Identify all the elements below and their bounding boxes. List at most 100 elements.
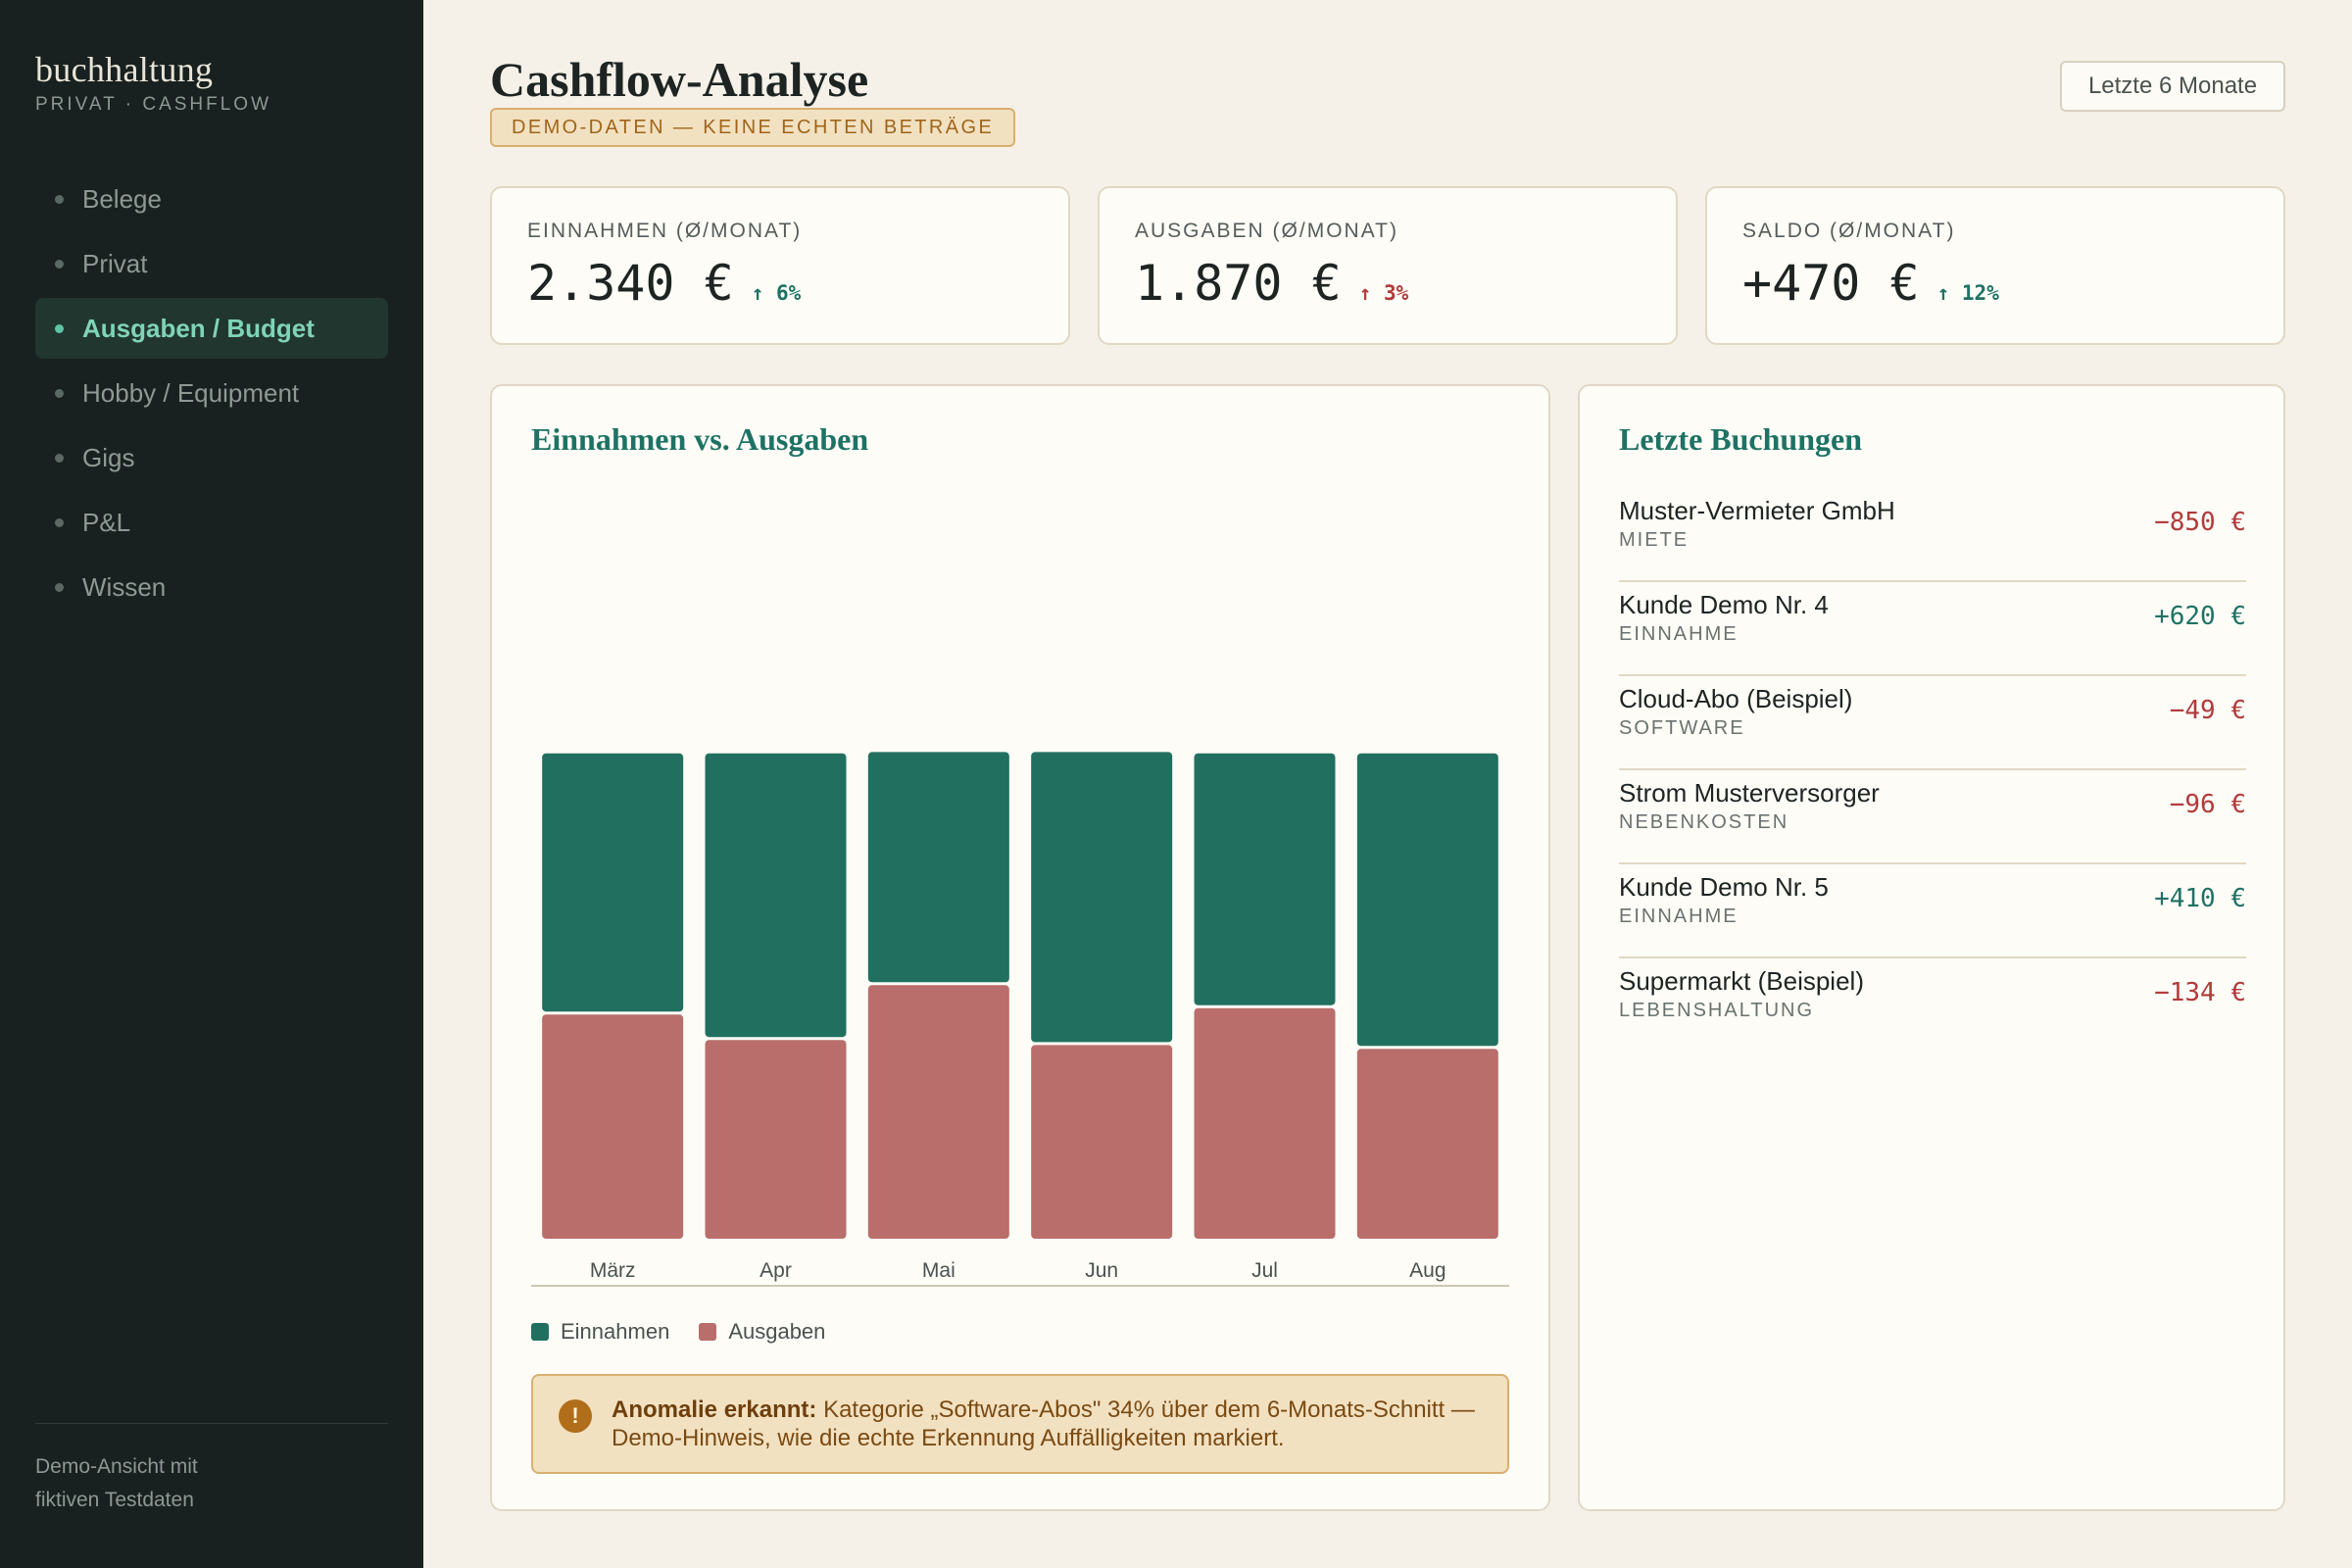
- bar-ausgaben-jul[interactable]: [1194, 1007, 1336, 1239]
- kpi-value-wrap: 2.340 € ↑ 6%: [527, 255, 801, 312]
- transaction-amount: −49 €: [2169, 696, 2246, 725]
- sidebar-item-pandl[interactable]: P&L: [35, 492, 388, 553]
- transactions-title: Letzte Buchungen: [1619, 421, 1862, 457]
- sidebar: buchhaltung PRIVAT · CASHFLOW Belege Priv…: [0, 0, 423, 1568]
- kpi-trend: ↑ 3%: [1358, 281, 1409, 305]
- kpi-trend: ↑ 6%: [751, 281, 802, 305]
- bar-ausgaben-mai[interactable]: [867, 985, 1009, 1239]
- transaction-category: SOFTWARE: [1619, 717, 1745, 739]
- transaction-row[interactable]: Supermarkt (Beispiel) LEBENSHALTUNG −134 €: [1619, 958, 2246, 1053]
- bar-einnahmen-jun[interactable]: [1031, 752, 1173, 1043]
- kpi-card-expenses: AUSGABEN (Ø/MONAT) 1.870 € ↑ 3%: [1098, 186, 1678, 345]
- bar-einnahmen-jul[interactable]: [1194, 753, 1336, 1005]
- bullet-icon: [55, 259, 64, 269]
- transaction-amount: −96 €: [2169, 790, 2246, 819]
- transaction-name: Muster-Vermieter GmbH: [1619, 496, 1895, 525]
- transaction-category: EINNAHME: [1619, 623, 1739, 645]
- transaction-category: MIETE: [1619, 529, 1690, 551]
- kpi-trend: ↑ 12%: [1936, 281, 1999, 305]
- bullet-icon: [55, 388, 64, 398]
- legend-item-einnahmen: Einnahmen: [531, 1319, 669, 1345]
- sidebar-item-label: Privat: [82, 248, 148, 278]
- x-tick-label: März: [590, 1259, 636, 1282]
- x-tick-label: Jun: [1085, 1259, 1118, 1282]
- transaction-amount: −850 €: [2154, 508, 2246, 537]
- bullet-icon: [55, 582, 64, 592]
- kpi-label: AUSGABEN (Ø/MONAT): [1135, 220, 1398, 242]
- sidebar-footer-line1: Demo-Ansicht mit: [35, 1455, 198, 1478]
- kpi-card-income: EINNAHMEN (Ø/MONAT) 2.340 € ↑ 6%: [490, 186, 1070, 345]
- legend-swatch: [699, 1323, 717, 1341]
- sidebar-item-ausgaben-budget[interactable]: Ausgaben / Budget: [35, 298, 388, 359]
- chart-legend: Einnahmen Ausgaben: [531, 1319, 855, 1345]
- sidebar-item-label: Hobby / Equipment: [82, 377, 300, 408]
- bar-einnahmen-mai[interactable]: [867, 752, 1009, 983]
- bar-ausgaben-jun[interactable]: [1031, 1045, 1173, 1239]
- legend-swatch: [531, 1323, 549, 1341]
- legend-item-ausgaben: Ausgaben: [699, 1319, 825, 1345]
- legend-label: Einnahmen: [561, 1319, 670, 1344]
- chart-panel: Einnahmen vs. Ausgaben März Apr Mai Jun Jul A…: [490, 384, 1550, 1511]
- sidebar-footer-line2: fiktiven Testdaten: [35, 1489, 194, 1511]
- kpi-value: 1.870 €: [1135, 255, 1342, 312]
- cashflow-chart: März Apr Mai Jun Jul Aug: [531, 752, 1509, 1287]
- sidebar-item-gigs[interactable]: Gigs: [35, 427, 388, 488]
- transaction-amount: +620 €: [2154, 602, 2246, 631]
- transactions-list: Muster-Vermieter GmbH MIETE −850 € Kunde De…: [1619, 488, 2246, 1053]
- date-range-button[interactable]: Letzte 6 Monate: [2060, 61, 2285, 112]
- sidebar-item-wissen[interactable]: Wissen: [35, 557, 388, 617]
- sidebar-footer: Demo-Ansicht mit fiktiven Testdaten: [35, 1450, 329, 1517]
- page-title: Cashflow-Analyse: [490, 52, 869, 107]
- transaction-name: Kunde Demo Nr. 4: [1619, 590, 1829, 619]
- sidebar-nav: Belege Privat Ausgaben / Budget Hobby / Equ…: [35, 169, 388, 621]
- x-tick-label: Jul: [1251, 1259, 1278, 1282]
- transaction-row[interactable]: Muster-Vermieter GmbH MIETE −850 €: [1619, 488, 2246, 582]
- anomaly-message: Anomalie erkannt: Kategorie „Software-Ab…: [612, 1396, 1494, 1452]
- sidebar-item-label: Ausgaben / Budget: [82, 313, 315, 343]
- x-tick-label: Apr: [760, 1259, 792, 1282]
- transaction-category: EINNAHME: [1619, 906, 1739, 927]
- anomaly-text: Kategorie „Software-Abos" 34% über dem 6…: [612, 1396, 1475, 1451]
- transactions-panel: Letzte Buchungen Muster-Vermieter GmbH MI…: [1578, 384, 2285, 1511]
- transaction-name: Cloud-Abo (Beispiel): [1619, 684, 1853, 713]
- kpi-value: +470 €: [1742, 255, 1920, 312]
- kpi-value: 2.340 €: [527, 255, 734, 312]
- transaction-category: NEBENKOSTEN: [1619, 811, 1789, 833]
- bullet-icon: [55, 323, 64, 333]
- transaction-row[interactable]: Strom Musterversorger NEBENKOSTEN −96 €: [1619, 770, 2246, 864]
- transaction-category: LEBENSHALTUNG: [1619, 1000, 1815, 1021]
- transaction-row[interactable]: Cloud-Abo (Beispiel) SOFTWARE −49 €: [1619, 676, 2246, 770]
- bar-einnahmen-apr[interactable]: [705, 753, 847, 1038]
- sidebar-item-belege[interactable]: Belege: [35, 169, 388, 229]
- bar-ausgaben-märz[interactable]: [542, 1014, 684, 1239]
- kpi-label: SALDO (Ø/MONAT): [1742, 220, 1956, 242]
- sidebar-item-label: Gigs: [82, 442, 135, 472]
- kpi-value-wrap: +470 € ↑ 12%: [1742, 255, 1999, 312]
- kpi-label: EINNAHMEN (Ø/MONAT): [527, 220, 803, 242]
- bullet-icon: [55, 517, 64, 527]
- bullet-icon: [55, 453, 64, 463]
- sidebar-item-label: Wissen: [82, 571, 167, 602]
- bar-einnahmen-aug[interactable]: [1356, 753, 1498, 1047]
- kpi-value-wrap: 1.870 € ↑ 3%: [1135, 255, 1408, 312]
- sidebar-item-label: Belege: [82, 183, 162, 214]
- warning-icon: !: [559, 1399, 592, 1433]
- legend-label: Ausgaben: [728, 1319, 826, 1344]
- transaction-amount: −134 €: [2154, 978, 2246, 1007]
- demo-data-badge: DEMO-DATEN — KEINE ECHTEN BETRÄGE: [490, 108, 1016, 147]
- sidebar-item-hobby-equipment[interactable]: Hobby / Equipment: [35, 363, 388, 423]
- x-tick-label: Mai: [922, 1259, 956, 1282]
- kpi-card-balance: SALDO (Ø/MONAT) +470 € ↑ 12%: [1705, 186, 2285, 345]
- brand-title: buchhaltung: [35, 50, 214, 89]
- bullet-icon: [55, 194, 64, 204]
- transaction-name: Kunde Demo Nr. 5: [1619, 872, 1829, 902]
- sidebar-item-privat[interactable]: Privat: [35, 233, 388, 294]
- bar-ausgaben-apr[interactable]: [705, 1040, 847, 1239]
- anomaly-alert: ! Anomalie erkannt: Kategorie „Software-…: [531, 1374, 1509, 1474]
- transaction-name: Supermarkt (Beispiel): [1619, 966, 1864, 996]
- transaction-row[interactable]: Kunde Demo Nr. 4 EINNAHME +620 €: [1619, 582, 2246, 676]
- x-tick-label: Aug: [1409, 1259, 1446, 1282]
- transaction-row[interactable]: Kunde Demo Nr. 5 EINNAHME +410 €: [1619, 864, 2246, 958]
- bar-ausgaben-aug[interactable]: [1356, 1049, 1498, 1239]
- bar-einnahmen-märz[interactable]: [542, 753, 684, 1012]
